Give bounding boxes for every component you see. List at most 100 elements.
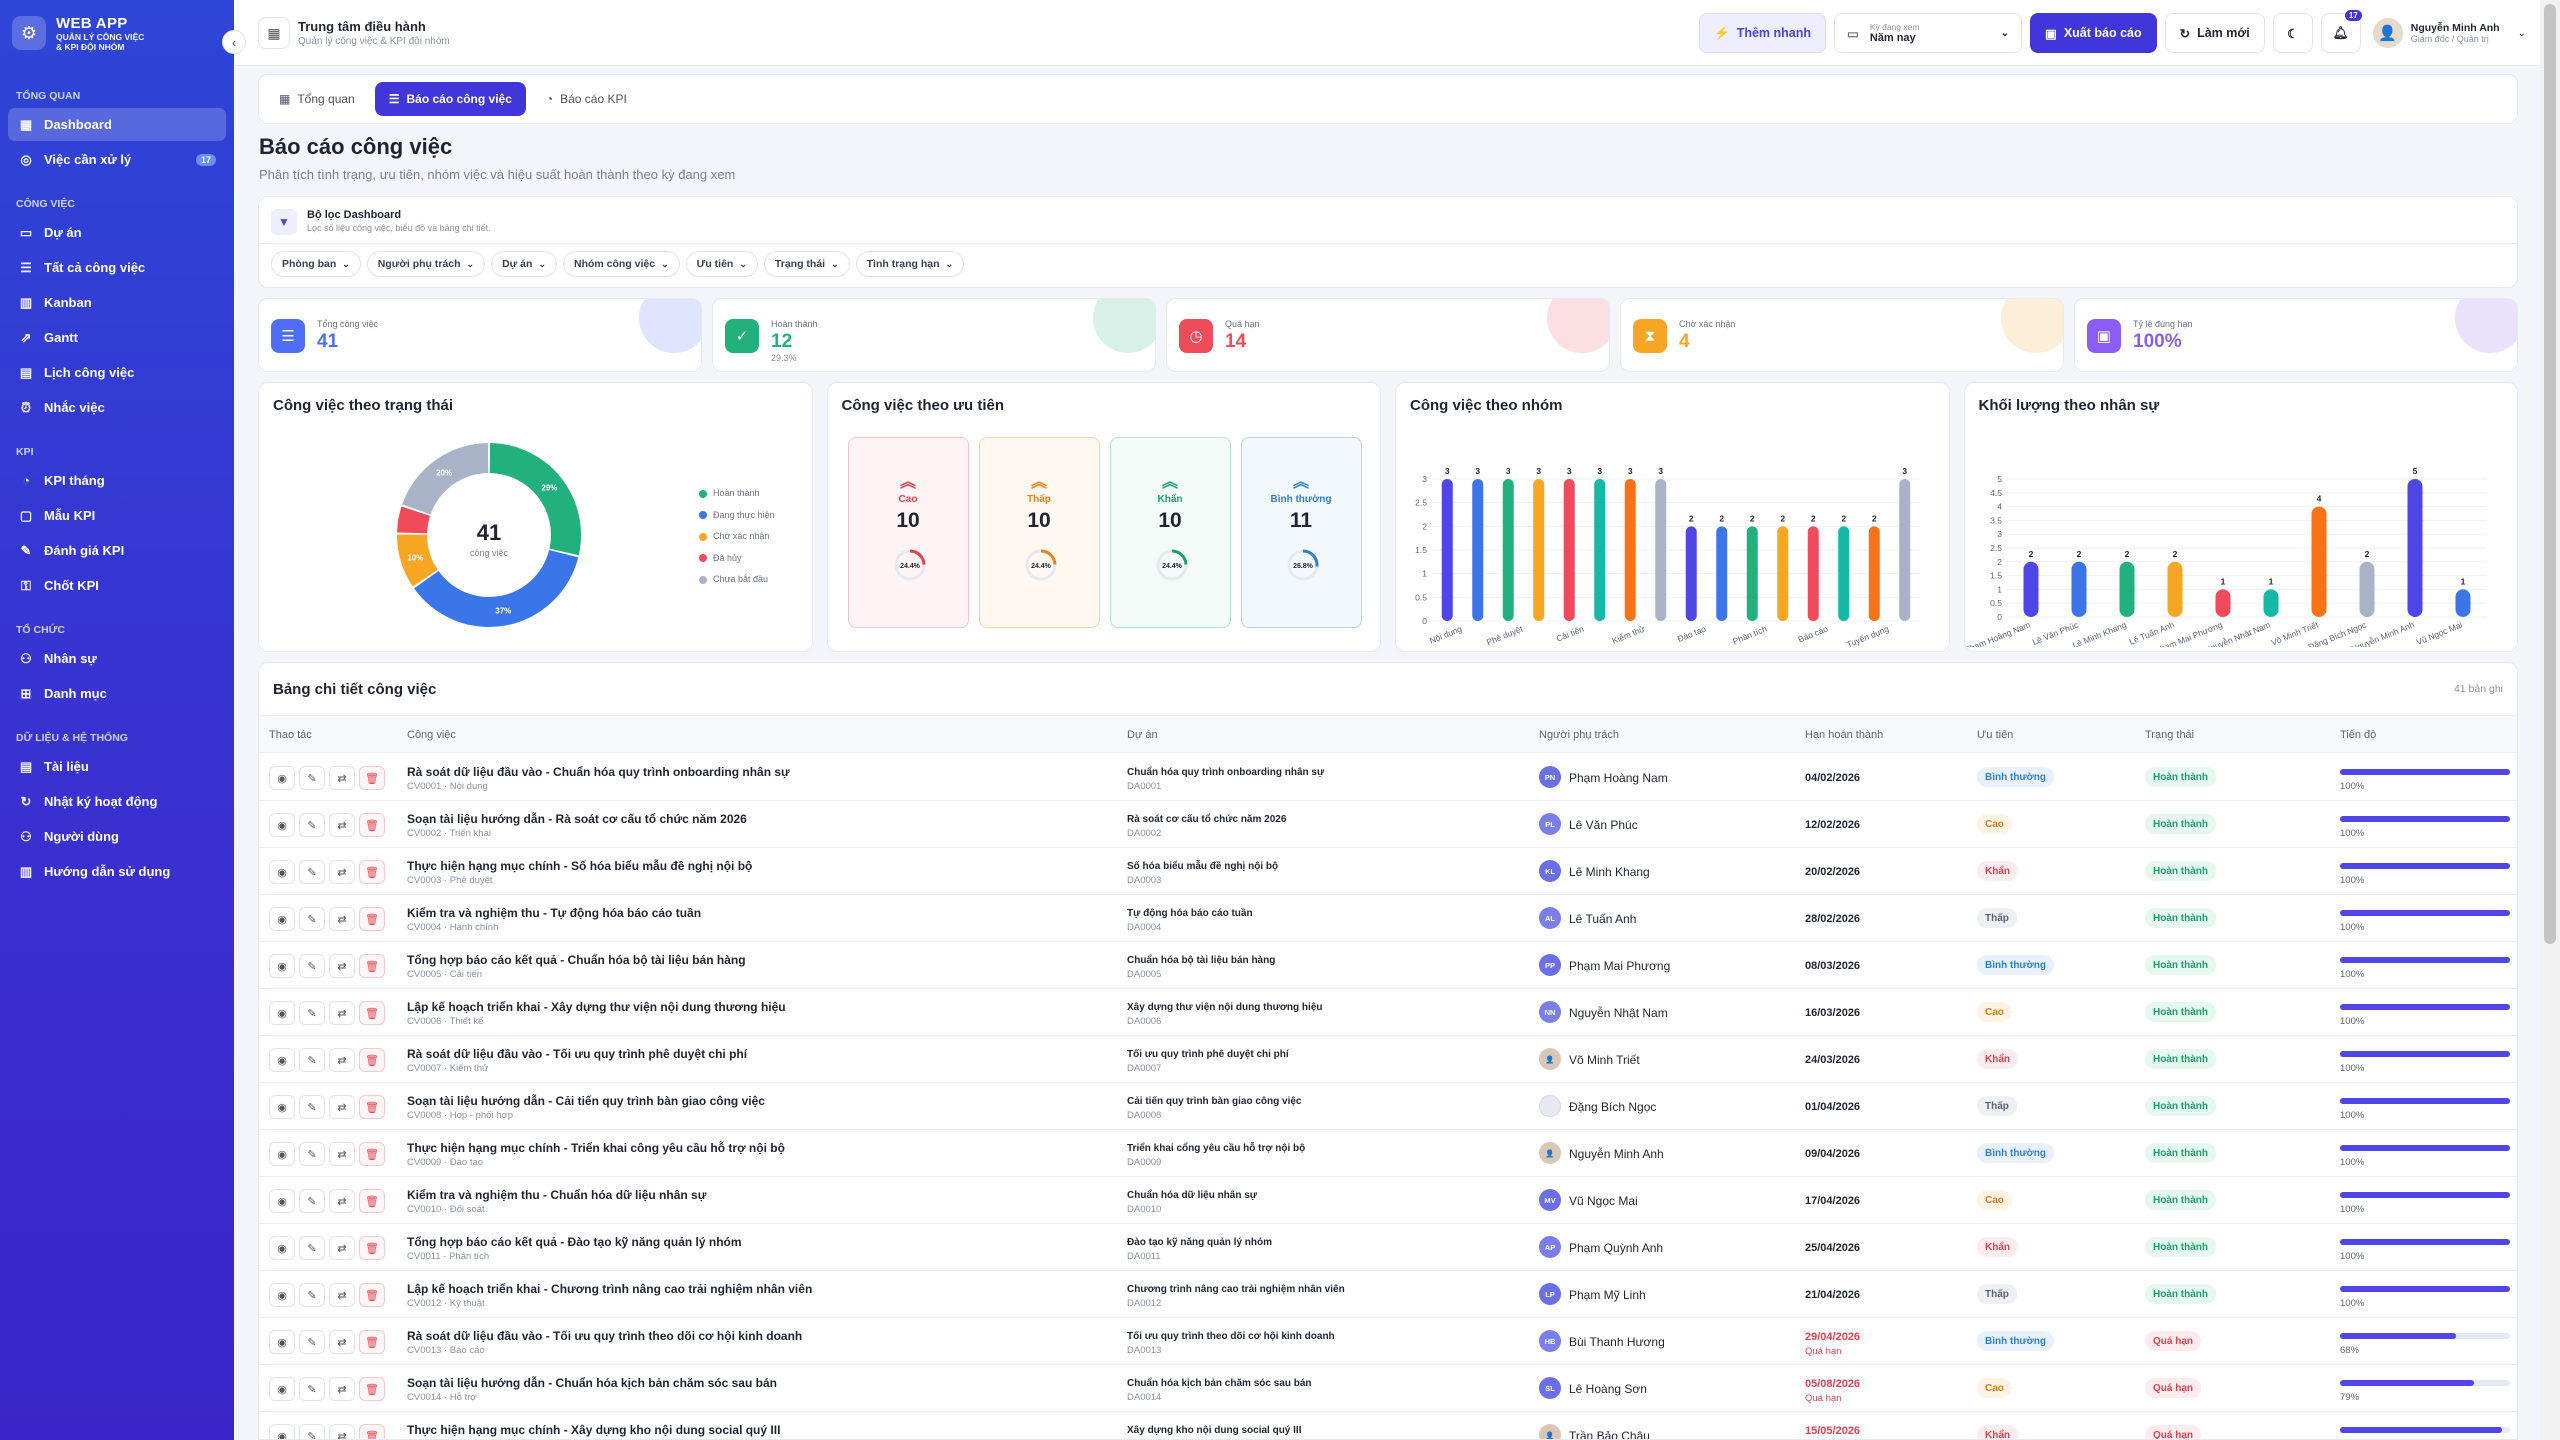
view-button[interactable]: ◉: [269, 1095, 295, 1119]
sidebar-item[interactable]: ☰ Tất cả công việc: [8, 251, 226, 284]
bar[interactable]: [1899, 479, 1911, 621]
task-name[interactable]: Rà soát dữ liệu đầu vào - Tối ưu quy trì…: [407, 1047, 748, 1061]
sidebar-item[interactable]: ▥ Hướng dẫn sử dụng: [8, 855, 226, 888]
project-name[interactable]: Xây dựng thư viện nội dung thương hiệu: [1127, 1002, 1323, 1013]
transfer-button[interactable]: ⇄: [329, 766, 355, 790]
export-report-button[interactable]: ▣ Xuất báo cáo: [2030, 13, 2157, 53]
task-name[interactable]: Rà soát dữ liệu đầu vào - Chuẩn hóa quy …: [407, 765, 790, 779]
transfer-button[interactable]: ⇄: [329, 954, 355, 978]
transfer-button[interactable]: ⇄: [329, 1236, 355, 1260]
transfer-button[interactable]: ⇄: [329, 1377, 355, 1401]
donut-slice[interactable]: [397, 506, 431, 534]
filter-chip[interactable]: Ưu tiên ⌄: [685, 251, 758, 277]
bar[interactable]: [1655, 479, 1667, 621]
view-button[interactable]: ◉: [269, 907, 295, 931]
table-row[interactable]: ◉ ✎ ⇄ 🗑︎ Soạn tài liệu hướng dẫn - Rà soát c…: [259, 801, 2517, 848]
view-button[interactable]: ◉: [269, 1377, 295, 1401]
delete-button[interactable]: 🗑︎: [359, 813, 385, 837]
table-row[interactable]: ◉ ✎ ⇄ 🗑︎ Rà soát dữ liệu đầu vào - Tối ưu qu…: [259, 1318, 2517, 1365]
bar[interactable]: [1624, 479, 1636, 621]
delete-button[interactable]: 🗑︎: [359, 1095, 385, 1119]
view-button[interactable]: ◉: [269, 1048, 295, 1072]
project-name[interactable]: Chuẩn hóa bộ tài liệu bán hàng: [1127, 955, 1276, 966]
task-name[interactable]: Soạn tài liệu hướng dẫn - Cải tiến quy t…: [407, 1094, 765, 1108]
transfer-button[interactable]: ⇄: [329, 1424, 355, 1439]
edit-button[interactable]: ✎: [299, 1048, 325, 1072]
donut-slice[interactable]: [489, 443, 581, 556]
project-name[interactable]: Tối ưu quy trình theo dõi cơ hội kinh do…: [1127, 1331, 1335, 1342]
transfer-button[interactable]: ⇄: [329, 1142, 355, 1166]
table-row[interactable]: ◉ ✎ ⇄ 🗑︎ Thực hiện hạng mục chính - Xây dựng…: [259, 1412, 2517, 1439]
delete-button[interactable]: 🗑︎: [359, 766, 385, 790]
project-name[interactable]: Tối ưu quy trình phê duyệt chi phí: [1127, 1049, 1289, 1060]
notifications-button[interactable]: 🔔︎ 17: [2320, 10, 2362, 53]
delete-button[interactable]: 🗑︎: [359, 954, 385, 978]
view-button[interactable]: ◉: [269, 860, 295, 884]
bar[interactable]: [1868, 526, 1880, 621]
bar[interactable]: [1502, 479, 1514, 621]
sidebar-item[interactable]: ▢ Mẫu KPI: [8, 499, 226, 532]
project-name[interactable]: Triển khai cổng yêu cầu hỗ trợ nội bộ: [1127, 1143, 1306, 1154]
delete-button[interactable]: 🗑︎: [359, 1330, 385, 1354]
task-name[interactable]: Thực hiện hạng mục chính - Số hóa biểu m…: [407, 859, 753, 873]
bar[interactable]: [2407, 479, 2422, 617]
delete-button[interactable]: 🗑︎: [359, 1283, 385, 1307]
edit-button[interactable]: ✎: [299, 1095, 325, 1119]
transfer-button[interactable]: ⇄: [329, 1095, 355, 1119]
sidebar-item[interactable]: ⚇ Người dùng: [8, 820, 226, 853]
table-row[interactable]: ◉ ✎ ⇄ 🗑︎ Tổng hợp báo cáo kết quả - Chuẩn hó…: [259, 942, 2517, 989]
priority-card[interactable]: ︽ Bình thường 11 26.8%: [1240, 437, 1362, 628]
col-status[interactable]: Trạng thái: [2145, 729, 2195, 741]
transfer-button[interactable]: ⇄: [329, 1283, 355, 1307]
app-logo[interactable]: ⚙ WEB APP QUẢN LÝ CÔNG VIỆC & KPI ĐỘI NH…: [0, 0, 234, 66]
delete-button[interactable]: 🗑︎: [359, 1424, 385, 1439]
period-select[interactable]: ▭ Kỳ đang xem Năm nay ⌄: [1834, 13, 2022, 53]
filter-chip[interactable]: Trạng thái ⌄: [763, 251, 850, 277]
task-name[interactable]: Tổng hợp báo cáo kết quả - Chuẩn hóa bộ …: [407, 953, 746, 967]
tab-task-report[interactable]: ☰ Báo cáo công việc: [374, 82, 526, 116]
delete-button[interactable]: 🗑︎: [359, 1377, 385, 1401]
sidebar-item[interactable]: ◎ Việc cần xử lý 17: [8, 143, 226, 176]
col-task[interactable]: Công việc: [407, 729, 456, 741]
delete-button[interactable]: 🗑︎: [359, 1001, 385, 1025]
edit-button[interactable]: ✎: [299, 1142, 325, 1166]
edit-button[interactable]: ✎: [299, 813, 325, 837]
sidebar-item[interactable]: ▭ Dự án: [8, 216, 226, 249]
table-row[interactable]: ◉ ✎ ⇄ 🗑︎ Soạn tài liệu hướng dẫn - Chuẩn hóa…: [259, 1365, 2517, 1412]
view-button[interactable]: ◉: [269, 1142, 295, 1166]
sidebar-item[interactable]: ▤ Tài liệu: [8, 750, 226, 783]
donut-slice[interactable]: [397, 534, 438, 587]
edit-button[interactable]: ✎: [299, 860, 325, 884]
task-name[interactable]: Kiểm tra và nghiệm thu - Chuẩn hóa dữ li…: [407, 1188, 707, 1202]
view-button[interactable]: ◉: [269, 766, 295, 790]
col-priority[interactable]: Ưu tiên: [1977, 729, 2014, 741]
table-row[interactable]: ◉ ✎ ⇄ 🗑︎ Kiểm tra và nghiệm thu - Chuẩn hóa …: [259, 1177, 2517, 1224]
task-name[interactable]: Rà soát dữ liệu đầu vào - Tối ưu quy trì…: [407, 1329, 803, 1343]
table-row[interactable]: ◉ ✎ ⇄ 🗑︎ Tổng hợp báo cáo kết quả - Đào tạo …: [259, 1224, 2517, 1271]
apps-icon[interactable]: ▦: [258, 17, 290, 49]
transfer-button[interactable]: ⇄: [329, 907, 355, 931]
filter-chip[interactable]: Người phụ trách ⌄: [366, 251, 486, 277]
scrollbar-thumb[interactable]: [2544, 4, 2556, 944]
transfer-button[interactable]: ⇄: [329, 813, 355, 837]
project-name[interactable]: Chuẩn hóa dữ liệu nhân sự: [1127, 1190, 1258, 1201]
project-name[interactable]: Cải tiến quy trình bàn giao công việc: [1127, 1096, 1302, 1107]
project-name[interactable]: Chuẩn hóa kịch bản chăm sóc sau bán: [1127, 1378, 1312, 1389]
sidebar-item[interactable]: ⇗ Gantt: [8, 321, 226, 354]
bar[interactable]: [2215, 589, 2230, 617]
table-row[interactable]: ◉ ✎ ⇄ 🗑︎ Soạn tài liệu hướng dẫn - Cải tiến …: [259, 1083, 2517, 1130]
edit-button[interactable]: ✎: [299, 1236, 325, 1260]
task-name[interactable]: Tổng hợp báo cáo kết quả - Đào tạo kỹ nă…: [407, 1235, 742, 1249]
task-name[interactable]: Thực hiện hạng mục chính - Xây dựng kho …: [407, 1423, 781, 1437]
bar[interactable]: [1746, 526, 1758, 621]
task-name[interactable]: Thực hiện hạng mục chính - Triển khai cô…: [407, 1141, 785, 1155]
project-name[interactable]: Chương trình nâng cao trải nghiệm nhân v…: [1127, 1284, 1345, 1295]
priority-card[interactable]: ︽ Cao 10 24.4%: [847, 437, 969, 628]
transfer-button[interactable]: ⇄: [329, 1330, 355, 1354]
delete-button[interactable]: 🗑︎: [359, 1048, 385, 1072]
filter-chip[interactable]: Dự án ⌄: [491, 251, 557, 277]
edit-button[interactable]: ✎: [299, 766, 325, 790]
bar[interactable]: [1472, 479, 1484, 621]
bar[interactable]: [1777, 526, 1789, 621]
delete-button[interactable]: 🗑︎: [359, 907, 385, 931]
